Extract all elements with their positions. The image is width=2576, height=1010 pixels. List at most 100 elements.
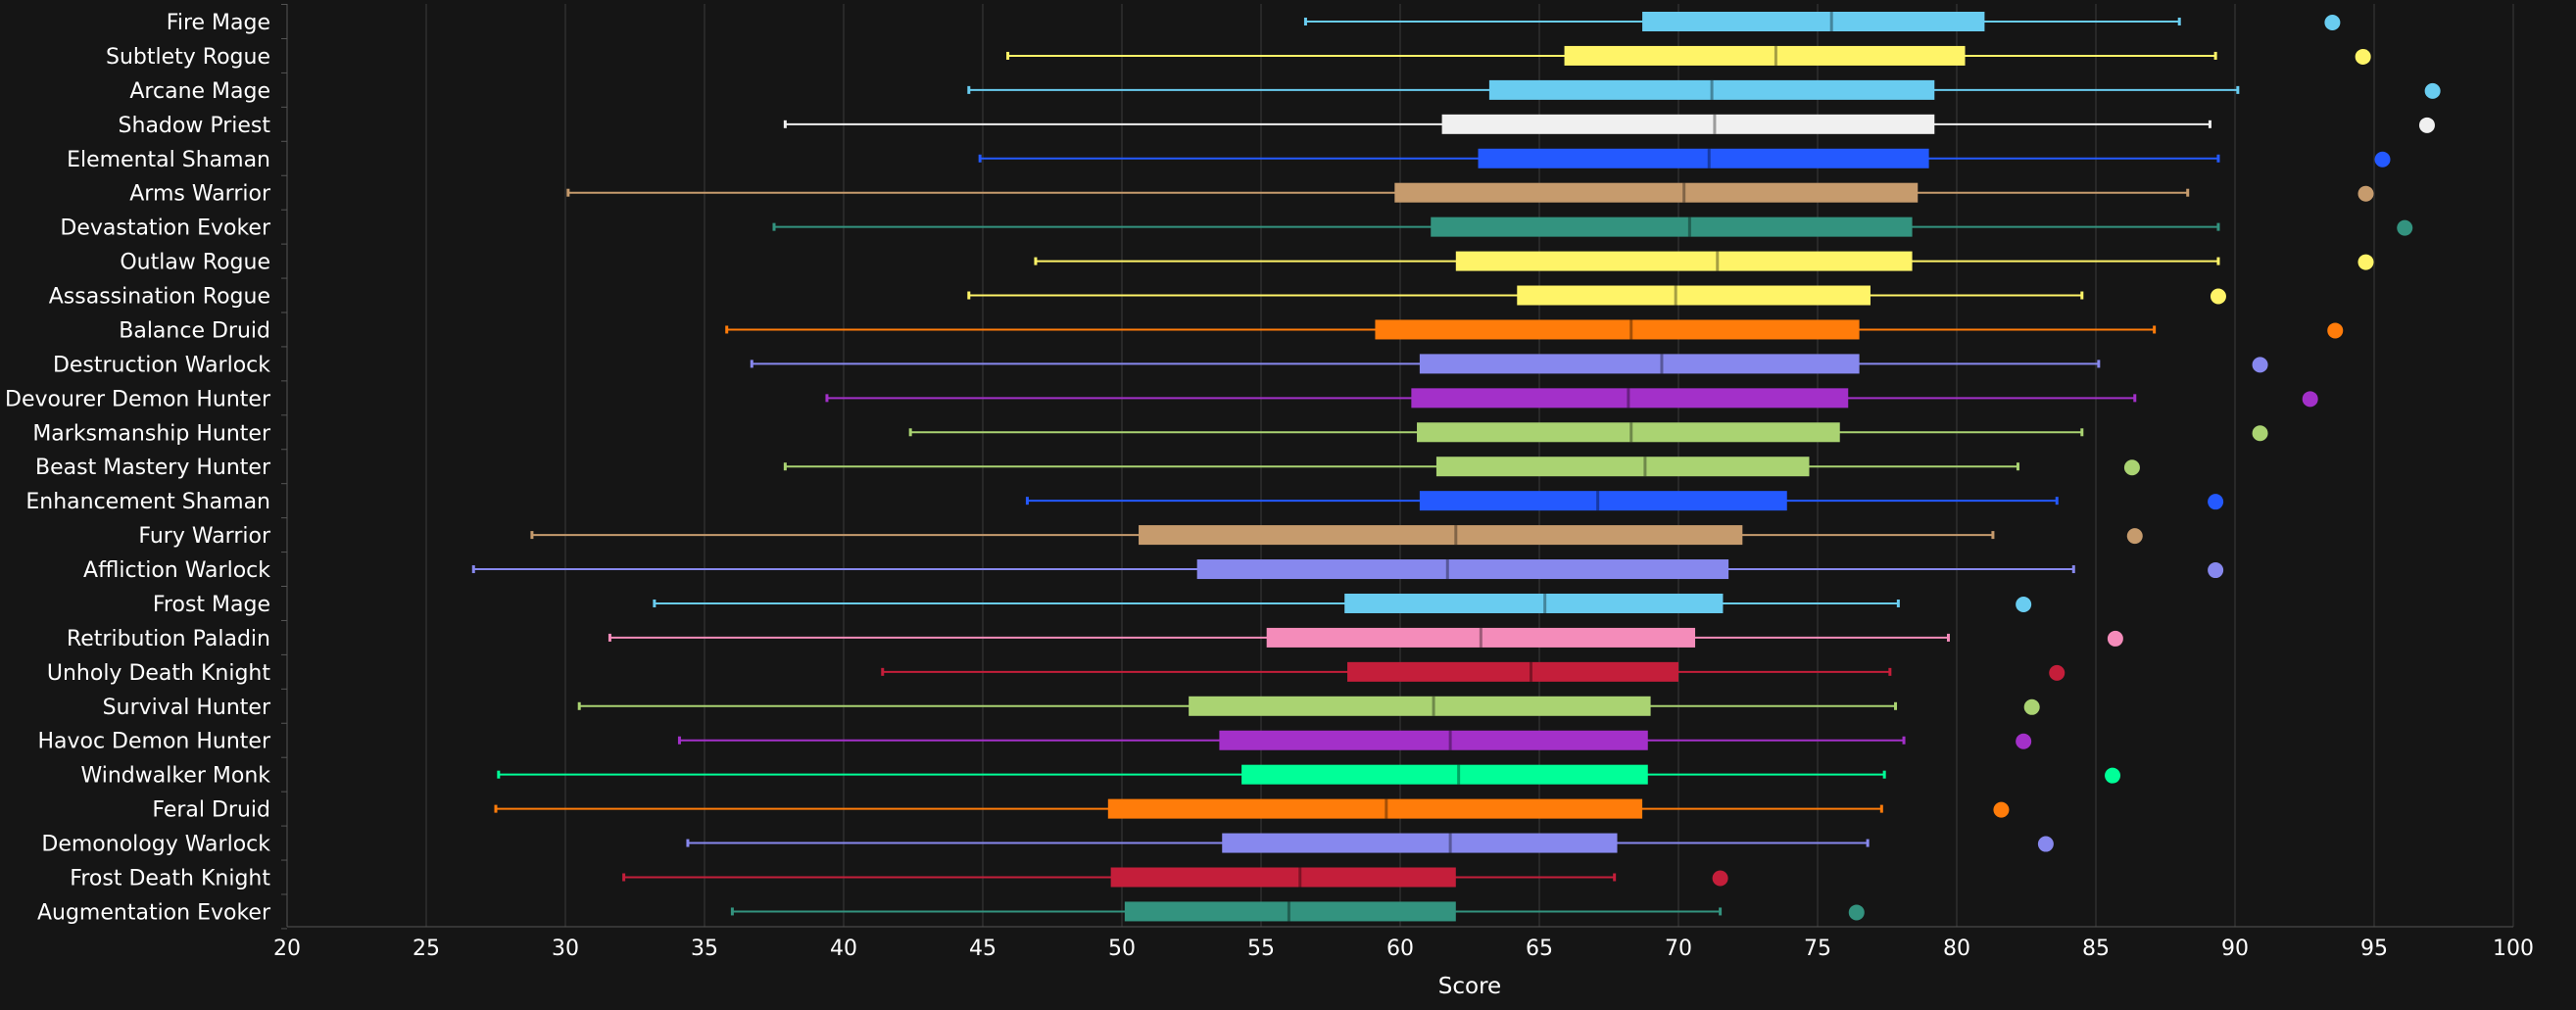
- top-score-point: [2208, 494, 2224, 510]
- box-row: Elemental Shaman: [67, 148, 2391, 172]
- row-label: Arcane Mage: [129, 79, 270, 104]
- box-row: Outlaw Rogue: [120, 251, 2374, 275]
- x-tick-label: 50: [1108, 937, 1136, 961]
- box-row: Feral Druid: [152, 798, 2010, 823]
- top-score-point: [2107, 630, 2123, 647]
- x-tick-label: 55: [1247, 937, 1275, 961]
- top-score-point: [1848, 904, 1865, 921]
- row-label: Subtlety Rogue: [106, 45, 270, 70]
- box-row: Unholy Death Knight: [47, 661, 2066, 686]
- box-row: Destruction Warlock: [53, 353, 2268, 377]
- top-score-point: [2374, 151, 2391, 168]
- x-tick-label: 45: [969, 937, 996, 961]
- x-tick-label: 85: [2082, 937, 2110, 961]
- row-label: Arms Warrior: [129, 182, 271, 207]
- iqr-box: [1124, 901, 1456, 922]
- box-row: Retribution Paladin: [67, 627, 2123, 651]
- iqr-box: [1107, 798, 1643, 819]
- row-label: Survival Hunter: [103, 696, 271, 720]
- box-row: Windwalker Monk: [80, 764, 2121, 789]
- box-row: Frost Mage: [153, 593, 2032, 617]
- iqr-box: [1417, 422, 1840, 443]
- top-score-point: [2023, 698, 2040, 715]
- row-label: Augmentation Evoker: [37, 900, 271, 925]
- top-score-point: [2123, 459, 2140, 476]
- top-score-point: [2016, 596, 2032, 612]
- box-row: Augmentation Evoker: [37, 900, 1865, 925]
- top-score-point: [2016, 733, 2032, 749]
- row-label: Devourer Demon Hunter: [5, 387, 271, 411]
- iqr-box: [1344, 593, 1724, 613]
- box-row: Demonology Warlock: [41, 833, 2054, 857]
- iqr-box: [1394, 182, 1919, 203]
- row-label: Frost Death Knight: [70, 867, 270, 891]
- box-row: Assassination Rogue: [49, 285, 2226, 310]
- iqr-box: [1241, 764, 1648, 785]
- top-score-point: [2252, 357, 2268, 373]
- iqr-box: [1435, 457, 1810, 477]
- iqr-box: [1219, 730, 1648, 750]
- top-score-point: [2424, 82, 2441, 99]
- iqr-box: [1222, 833, 1618, 853]
- iqr-box: [1411, 388, 1849, 409]
- top-score-point: [2252, 425, 2268, 442]
- x-tick-label: 75: [1804, 937, 1831, 961]
- x-axis-title: Score: [1438, 974, 1501, 999]
- row-label: Devastation Evoker: [60, 216, 271, 241]
- box-row: Frost Death Knight: [70, 867, 1728, 891]
- top-score-point: [2210, 288, 2226, 305]
- top-score-point: [2355, 48, 2371, 65]
- row-label: Demonology Warlock: [41, 833, 270, 857]
- iqr-box: [1189, 696, 1651, 716]
- row-label: Fire Mage: [167, 11, 270, 35]
- iqr-box: [1488, 79, 1935, 100]
- x-tick-label: 95: [2360, 937, 2388, 961]
- iqr-box: [1431, 216, 1913, 237]
- iqr-box: [1110, 867, 1456, 888]
- top-score-point: [2126, 528, 2143, 545]
- box-row: Beast Mastery Hunter: [35, 456, 2140, 480]
- row-label: Elemental Shaman: [67, 148, 270, 172]
- iqr-box: [1196, 559, 1729, 580]
- rows-layer: Fire Mage Subtlety Rogue Arcane Mage Shadow…: [5, 11, 2441, 925]
- row-label: Destruction Warlock: [53, 353, 270, 377]
- box-row: Arcane Mage: [129, 79, 2441, 104]
- row-label: Havoc Demon Hunter: [37, 730, 270, 754]
- box-row: Arms Warrior: [129, 182, 2374, 207]
- row-label: Shadow Priest: [119, 114, 271, 138]
- row-label: Beast Mastery Hunter: [35, 456, 271, 480]
- box-row: Fury Warrior: [138, 524, 2143, 549]
- iqr-box: [1642, 12, 1985, 31]
- row-label: Frost Mage: [153, 593, 270, 617]
- box-row: Shadow Priest: [119, 114, 2435, 138]
- row-label: Outlaw Rogue: [120, 251, 270, 275]
- box-row: Enhancement Shaman: [25, 490, 2224, 514]
- iqr-box: [1478, 148, 1929, 168]
- x-tick-label: 25: [413, 937, 440, 961]
- box-row: Affliction Warlock: [83, 558, 2224, 583]
- row-label: Assassination Rogue: [49, 285, 270, 310]
- iqr-box: [1266, 627, 1696, 648]
- row-label: Fury Warrior: [138, 524, 271, 549]
- x-tick-label: 60: [1386, 937, 1414, 961]
- box-row: Survival Hunter: [103, 696, 2040, 720]
- x-tick-label: 20: [273, 937, 301, 961]
- top-score-point: [2357, 185, 2374, 202]
- box-row: Balance Druid: [119, 318, 2344, 343]
- row-label: Feral Druid: [152, 798, 270, 823]
- box-row: Subtlety Rogue: [106, 45, 2371, 70]
- row-label: Enhancement Shaman: [25, 490, 270, 514]
- x-tick-label: 30: [552, 937, 579, 961]
- box-row: Devastation Evoker: [60, 216, 2413, 241]
- top-score-point: [2418, 117, 2435, 133]
- top-score-point: [1712, 870, 1728, 887]
- iqr-box: [1564, 45, 1966, 66]
- row-label: Marksmanship Hunter: [32, 421, 271, 446]
- iqr-box: [1455, 251, 1913, 271]
- row-label: Affliction Warlock: [83, 558, 270, 583]
- iqr-box: [1441, 114, 1935, 134]
- box-row: Devourer Demon Hunter: [5, 387, 2318, 411]
- x-tick-label: 65: [1526, 937, 1553, 961]
- top-score-point: [2327, 322, 2344, 339]
